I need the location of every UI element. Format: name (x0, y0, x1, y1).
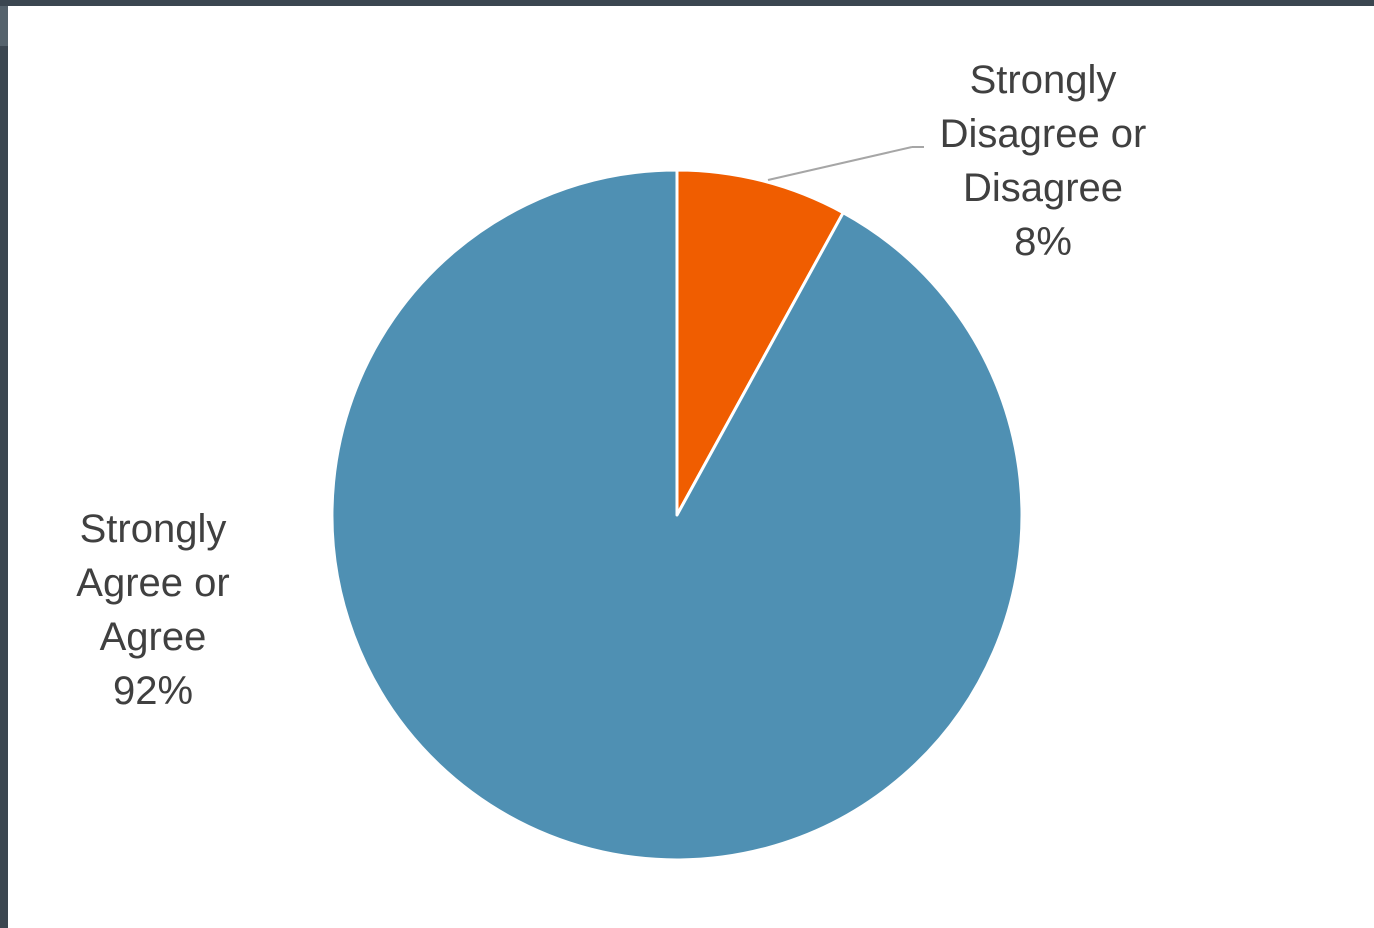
pie-slices (330, 168, 1024, 862)
slice-label-1: Strongly Agree or Agree 92% (76, 507, 229, 713)
slice-label-line: Agree (100, 615, 207, 659)
slice-value-label: 8% (1014, 220, 1072, 264)
slice-label-line: Disagree (963, 166, 1123, 210)
slice-label-line: Strongly (80, 507, 227, 551)
slice-label-0: Strongly Disagree or Disagree 8% (940, 58, 1147, 264)
pie-slice-0 (675, 168, 845, 517)
leader-line (767, 146, 913, 181)
slice-label-line: Disagree or (940, 112, 1147, 156)
pie-slice-1 (330, 168, 1024, 862)
slice-value-label: 92% (113, 669, 193, 713)
slice-labels: Strongly Disagree or Disagree 8% Strongly Agr… (76, 58, 1146, 713)
slice-label-line: Strongly (970, 58, 1117, 102)
slice-label-line: Agree or (76, 561, 229, 605)
frame-accent (0, 6, 8, 46)
